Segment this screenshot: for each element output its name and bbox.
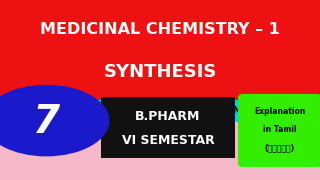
Text: in Tamil: in Tamil	[263, 125, 297, 134]
Text: SYNTHESIS OF IPRATROPIUM BROMIDE: SYNTHESIS OF IPRATROPIUM BROMIDE	[61, 106, 259, 115]
Text: (தமிழ்): (தமிழ்)	[265, 143, 295, 152]
FancyBboxPatch shape	[238, 94, 320, 167]
Bar	[0, 0, 320, 100]
Text: VI SEMESTAR: VI SEMESTAR	[122, 134, 214, 147]
Text: B.PHARM: B.PHARM	[135, 110, 201, 123]
Text: 7: 7	[33, 103, 60, 141]
Bar	[0, 100, 320, 122]
Text: SYNTHESIS: SYNTHESIS	[103, 63, 217, 81]
Text: MEDICINAL CHEMISTRY – 1: MEDICINAL CHEMISTRY – 1	[40, 22, 280, 37]
Text: Explanation: Explanation	[254, 107, 306, 116]
Bar	[101, 97, 235, 158]
Circle shape	[0, 86, 109, 156]
